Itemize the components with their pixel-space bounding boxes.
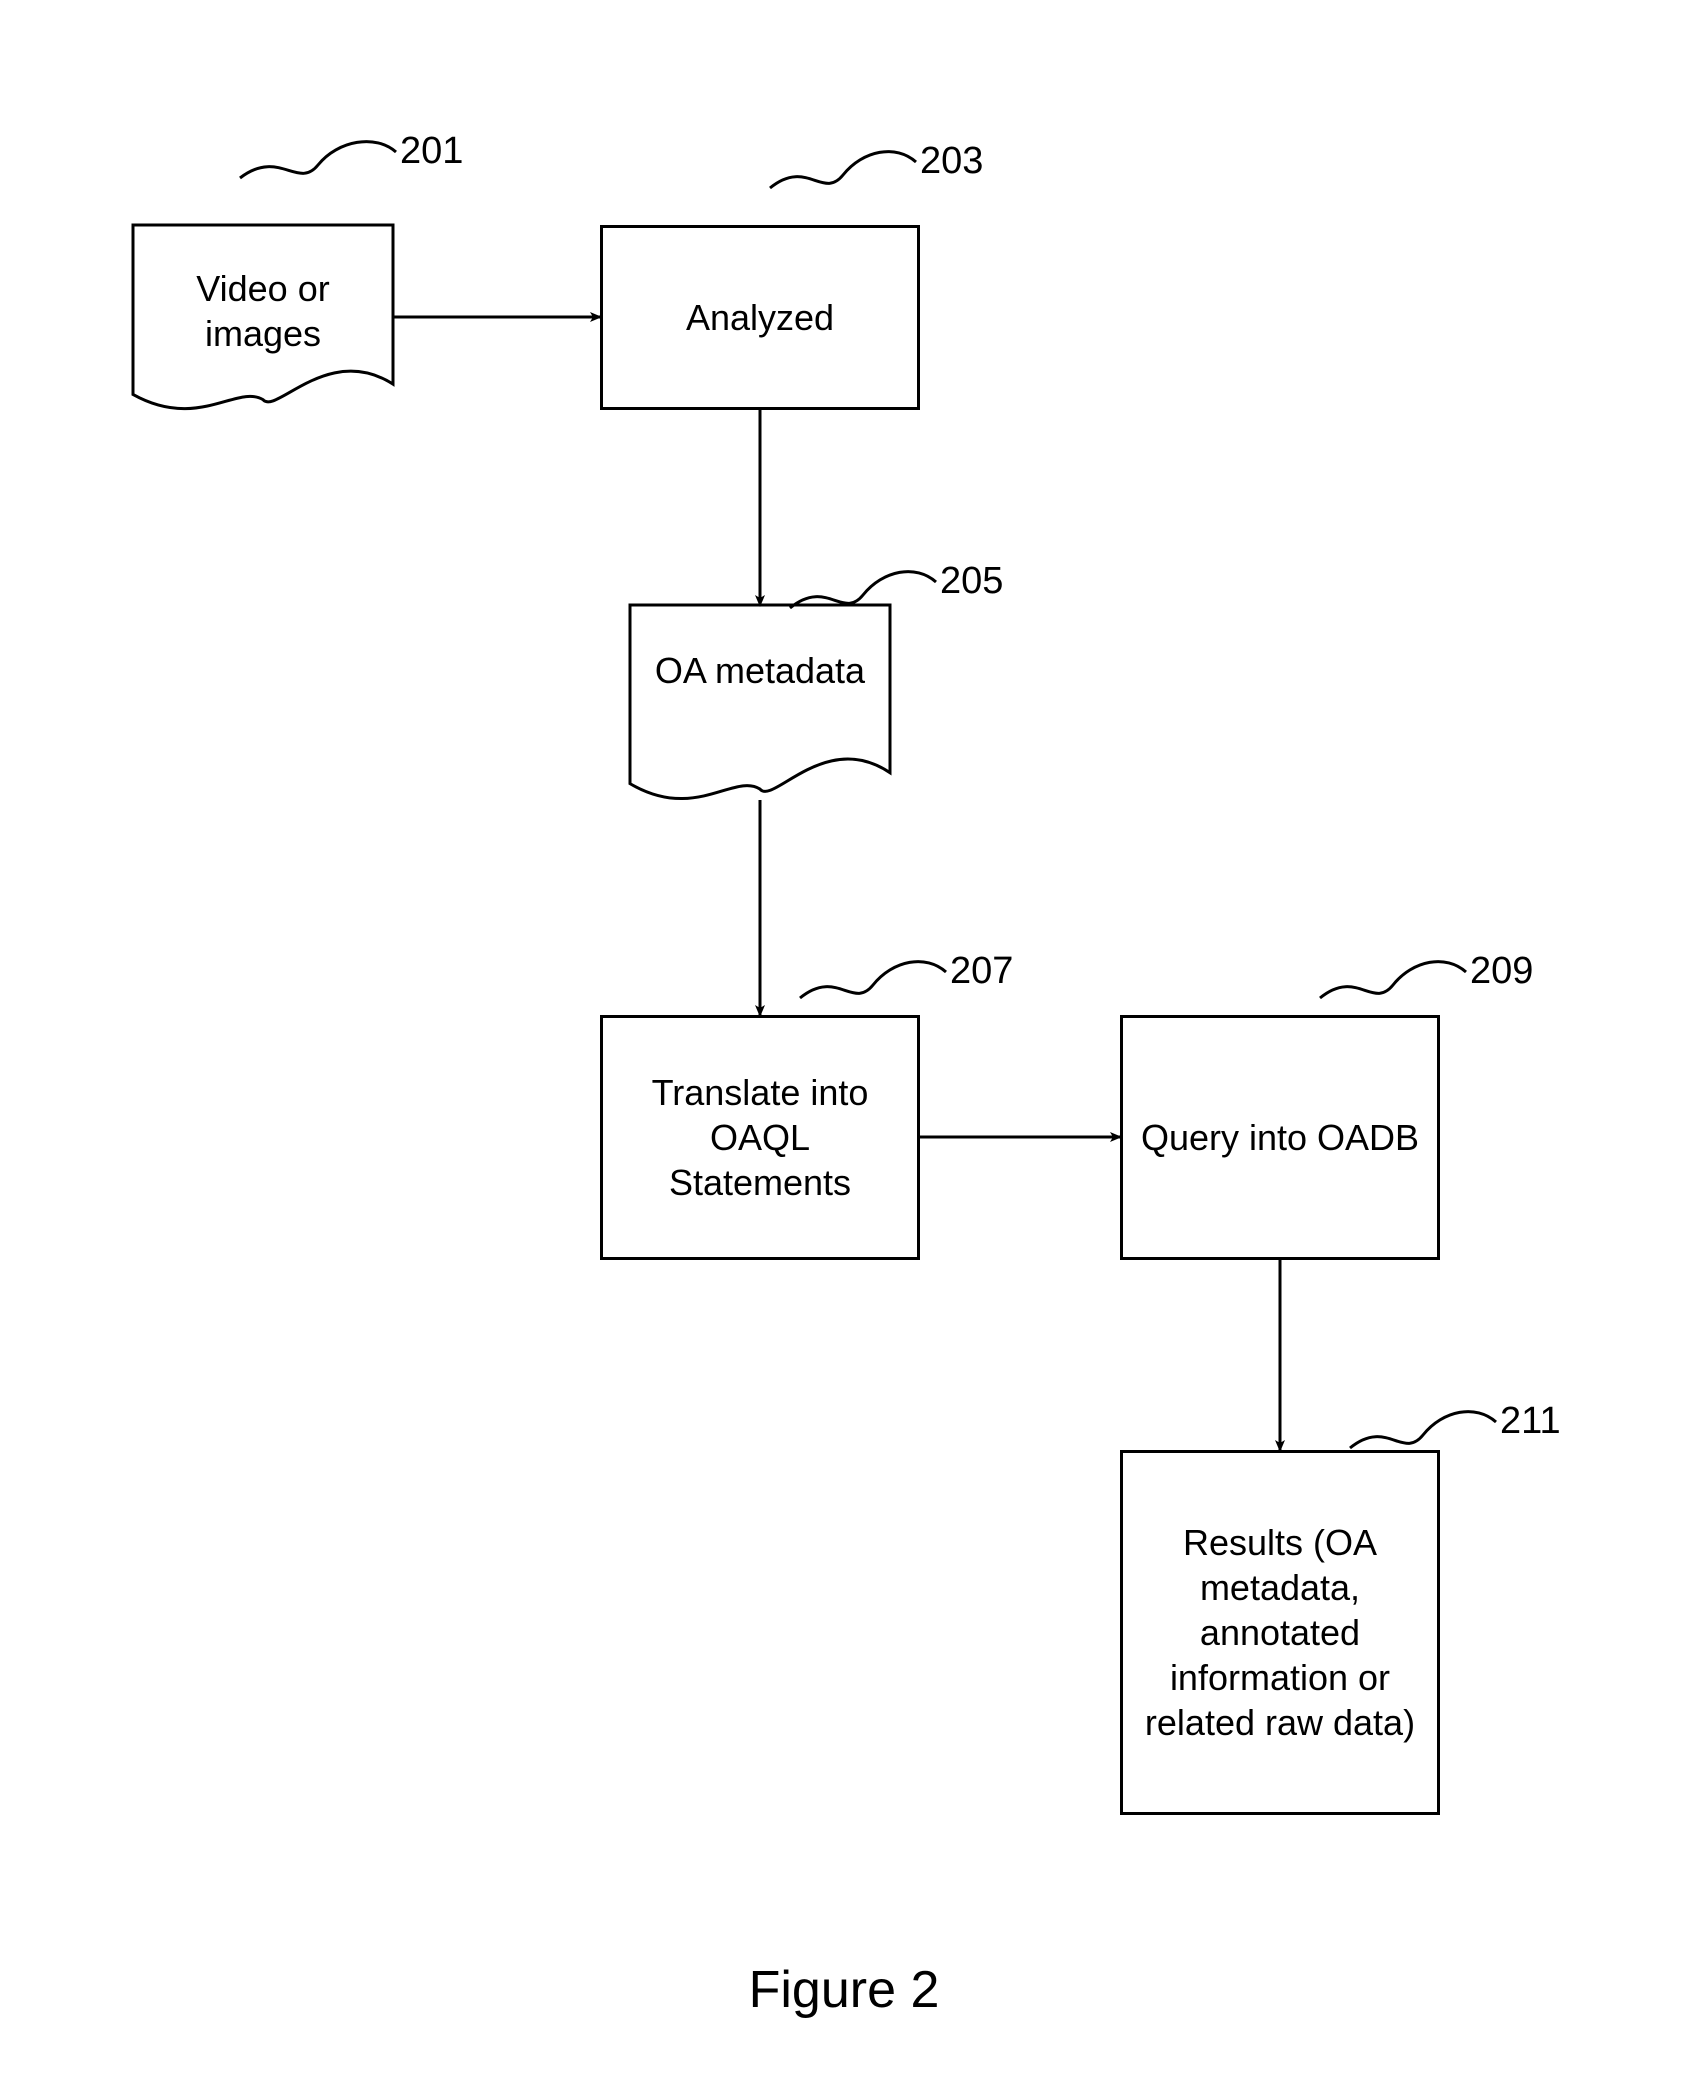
callout-207: 207 bbox=[950, 950, 1013, 993]
callout-201: 201 bbox=[400, 130, 463, 173]
node-results: Results (OA metadata, annotated informat… bbox=[1120, 1450, 1440, 1815]
node-oa-metadata-label: OA metadata bbox=[630, 648, 890, 693]
node-analyzed: Analyzed bbox=[600, 225, 920, 410]
figure-title: Figure 2 bbox=[724, 1960, 964, 2020]
callout-203: 203 bbox=[920, 140, 983, 183]
callout-205: 205 bbox=[940, 560, 1003, 603]
flowchart-canvas: Analyzed Translate into OAQL Statements … bbox=[0, 0, 1688, 2081]
node-translate-oaql: Translate into OAQL Statements bbox=[600, 1015, 920, 1260]
node-video-images-label: Video or images bbox=[133, 266, 393, 356]
callout-209: 209 bbox=[1470, 950, 1533, 993]
callout-211: 211 bbox=[1500, 1400, 1561, 1443]
node-query-oadb: Query into OADB bbox=[1120, 1015, 1440, 1260]
node-video-images: Video or images bbox=[133, 225, 393, 410]
node-oa-metadata: OA metadata bbox=[630, 605, 890, 800]
